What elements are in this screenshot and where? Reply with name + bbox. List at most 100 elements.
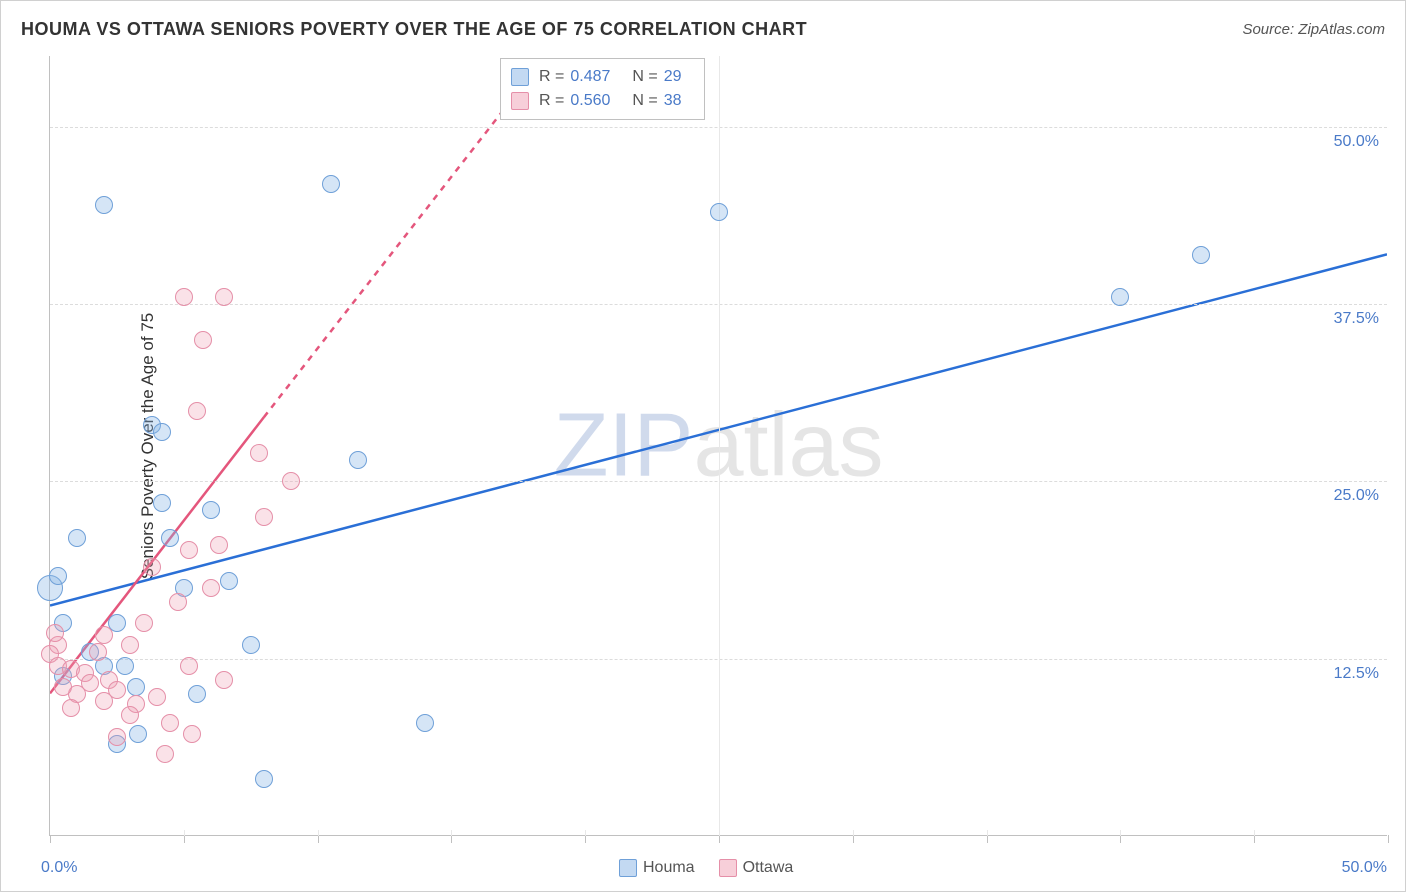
watermark-part2: atlas bbox=[693, 395, 883, 495]
source-label: Source: ZipAtlas.com bbox=[1242, 21, 1385, 38]
legend-swatch bbox=[511, 68, 529, 86]
data-point bbox=[194, 331, 212, 349]
grid-line-v bbox=[318, 830, 319, 836]
data-point bbox=[135, 614, 153, 632]
data-point bbox=[49, 567, 67, 585]
data-point bbox=[188, 685, 206, 703]
data-point bbox=[188, 402, 206, 420]
data-point bbox=[255, 770, 273, 788]
data-point bbox=[416, 714, 434, 732]
legend-label: Houma bbox=[643, 859, 695, 877]
watermark-part1: ZIP bbox=[553, 395, 693, 495]
data-point bbox=[161, 714, 179, 732]
data-point bbox=[161, 529, 179, 547]
legend-stat-row: R =0.487 N = 29 bbox=[511, 65, 694, 89]
data-point bbox=[54, 678, 72, 696]
data-point bbox=[255, 508, 273, 526]
grid-line-v bbox=[853, 830, 854, 836]
data-point bbox=[1111, 288, 1129, 306]
y-tick-label: 37.5% bbox=[1334, 310, 1379, 328]
legend-r-value: 0.560 bbox=[570, 89, 610, 113]
x-tick bbox=[1120, 835, 1121, 843]
legend-n-value: 29 bbox=[664, 65, 682, 89]
x-tick bbox=[987, 835, 988, 843]
grid-line-v bbox=[184, 830, 185, 836]
x-tick bbox=[184, 835, 185, 843]
grid-line-v bbox=[451, 830, 452, 836]
data-point bbox=[202, 579, 220, 597]
data-point bbox=[250, 444, 268, 462]
data-point bbox=[710, 203, 728, 221]
data-point bbox=[202, 501, 220, 519]
data-point bbox=[95, 196, 113, 214]
legend-stat-row: R =0.560N =38 bbox=[511, 89, 694, 113]
legend-item: Houma bbox=[619, 859, 695, 877]
legend-swatch bbox=[511, 92, 529, 110]
data-point bbox=[62, 699, 80, 717]
data-point bbox=[169, 593, 187, 611]
x-axis-min-label: 0.0% bbox=[41, 859, 77, 877]
grid-line-v bbox=[719, 56, 720, 835]
data-point bbox=[180, 657, 198, 675]
data-point bbox=[148, 688, 166, 706]
data-point bbox=[183, 725, 201, 743]
legend-swatch bbox=[619, 859, 637, 877]
x-tick bbox=[719, 835, 720, 843]
legend-label: Ottawa bbox=[743, 859, 794, 877]
data-point bbox=[108, 728, 126, 746]
x-tick bbox=[50, 835, 51, 843]
data-point bbox=[322, 175, 340, 193]
data-point bbox=[95, 626, 113, 644]
data-point bbox=[220, 572, 238, 590]
trend-line bbox=[264, 91, 518, 417]
data-point bbox=[121, 636, 139, 654]
grid-line-v bbox=[987, 830, 988, 836]
data-point bbox=[215, 671, 233, 689]
data-point bbox=[282, 472, 300, 490]
data-point bbox=[127, 678, 145, 696]
data-point bbox=[215, 288, 233, 306]
data-point bbox=[46, 624, 64, 642]
y-tick-label: 50.0% bbox=[1334, 133, 1379, 151]
data-point bbox=[153, 423, 171, 441]
correlation-legend: R =0.487 N = 29R =0.560 N = 38 bbox=[500, 58, 705, 120]
y-tick-label: 25.0% bbox=[1334, 487, 1379, 505]
data-point bbox=[210, 536, 228, 554]
series-legend: Houma Ottawa bbox=[619, 859, 793, 877]
grid-line-v bbox=[1254, 830, 1255, 836]
chart-container: HOUMA VS OTTAWA SENIORS POVERTY OVER THE… bbox=[0, 0, 1406, 892]
y-tick-label: 12.5% bbox=[1334, 665, 1379, 683]
data-point bbox=[1192, 246, 1210, 264]
chart-title: HOUMA VS OTTAWA SENIORS POVERTY OVER THE… bbox=[21, 19, 807, 40]
legend-r-label: R = bbox=[539, 65, 564, 89]
x-tick bbox=[853, 835, 854, 843]
legend-n-label: N = bbox=[632, 89, 657, 113]
data-point bbox=[89, 643, 107, 661]
legend-swatch bbox=[719, 859, 737, 877]
grid-line-v bbox=[585, 830, 586, 836]
data-point bbox=[121, 706, 139, 724]
header: HOUMA VS OTTAWA SENIORS POVERTY OVER THE… bbox=[21, 19, 1385, 40]
data-point bbox=[175, 288, 193, 306]
plot-area: ZIPatlas R =0.487 N = 29R =0.560 N = 38 12.5… bbox=[49, 56, 1387, 836]
data-point bbox=[143, 558, 161, 576]
x-tick bbox=[451, 835, 452, 843]
x-tick bbox=[585, 835, 586, 843]
data-point bbox=[242, 636, 260, 654]
data-point bbox=[116, 657, 134, 675]
legend-r-value: 0.487 bbox=[570, 65, 610, 89]
legend-item: Ottawa bbox=[719, 859, 794, 877]
legend-n-value: 38 bbox=[664, 89, 682, 113]
data-point bbox=[68, 529, 86, 547]
data-point bbox=[349, 451, 367, 469]
x-tick bbox=[1254, 835, 1255, 843]
data-point bbox=[153, 494, 171, 512]
legend-n-label: N = bbox=[632, 65, 657, 89]
x-tick bbox=[318, 835, 319, 843]
x-tick bbox=[1388, 835, 1389, 843]
data-point bbox=[95, 692, 113, 710]
data-point bbox=[129, 725, 147, 743]
grid-line-v bbox=[1120, 830, 1121, 836]
data-point bbox=[180, 541, 198, 559]
x-axis-max-label: 50.0% bbox=[1342, 859, 1387, 877]
